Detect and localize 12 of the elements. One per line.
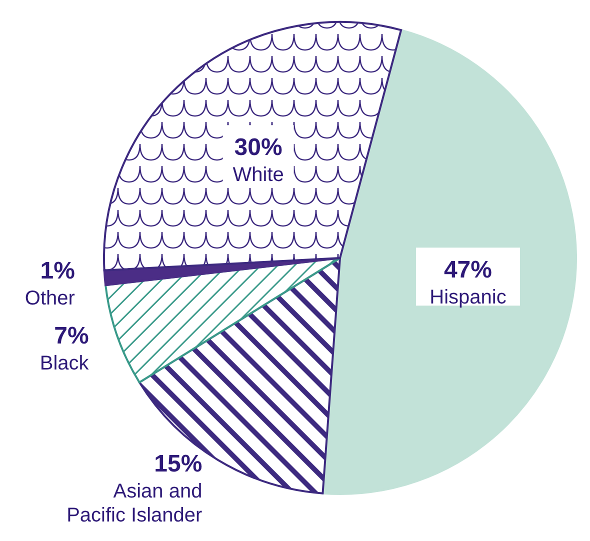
slice-label: Asian and Pacific Islander <box>66 480 203 527</box>
data-label: 15% <box>154 450 202 478</box>
pie-slice <box>322 29 577 495</box>
slice-label: Hispanic <box>430 286 506 309</box>
data-label: 1% <box>40 257 75 284</box>
pie-slice <box>104 257 341 384</box>
data-label: 30% <box>234 134 282 162</box>
slice-label: White <box>232 164 284 186</box>
slice-label: Other <box>24 287 76 310</box>
data-label: 47% <box>444 256 492 284</box>
data-label: 7% <box>54 322 89 350</box>
slice-label: Black <box>40 352 90 374</box>
